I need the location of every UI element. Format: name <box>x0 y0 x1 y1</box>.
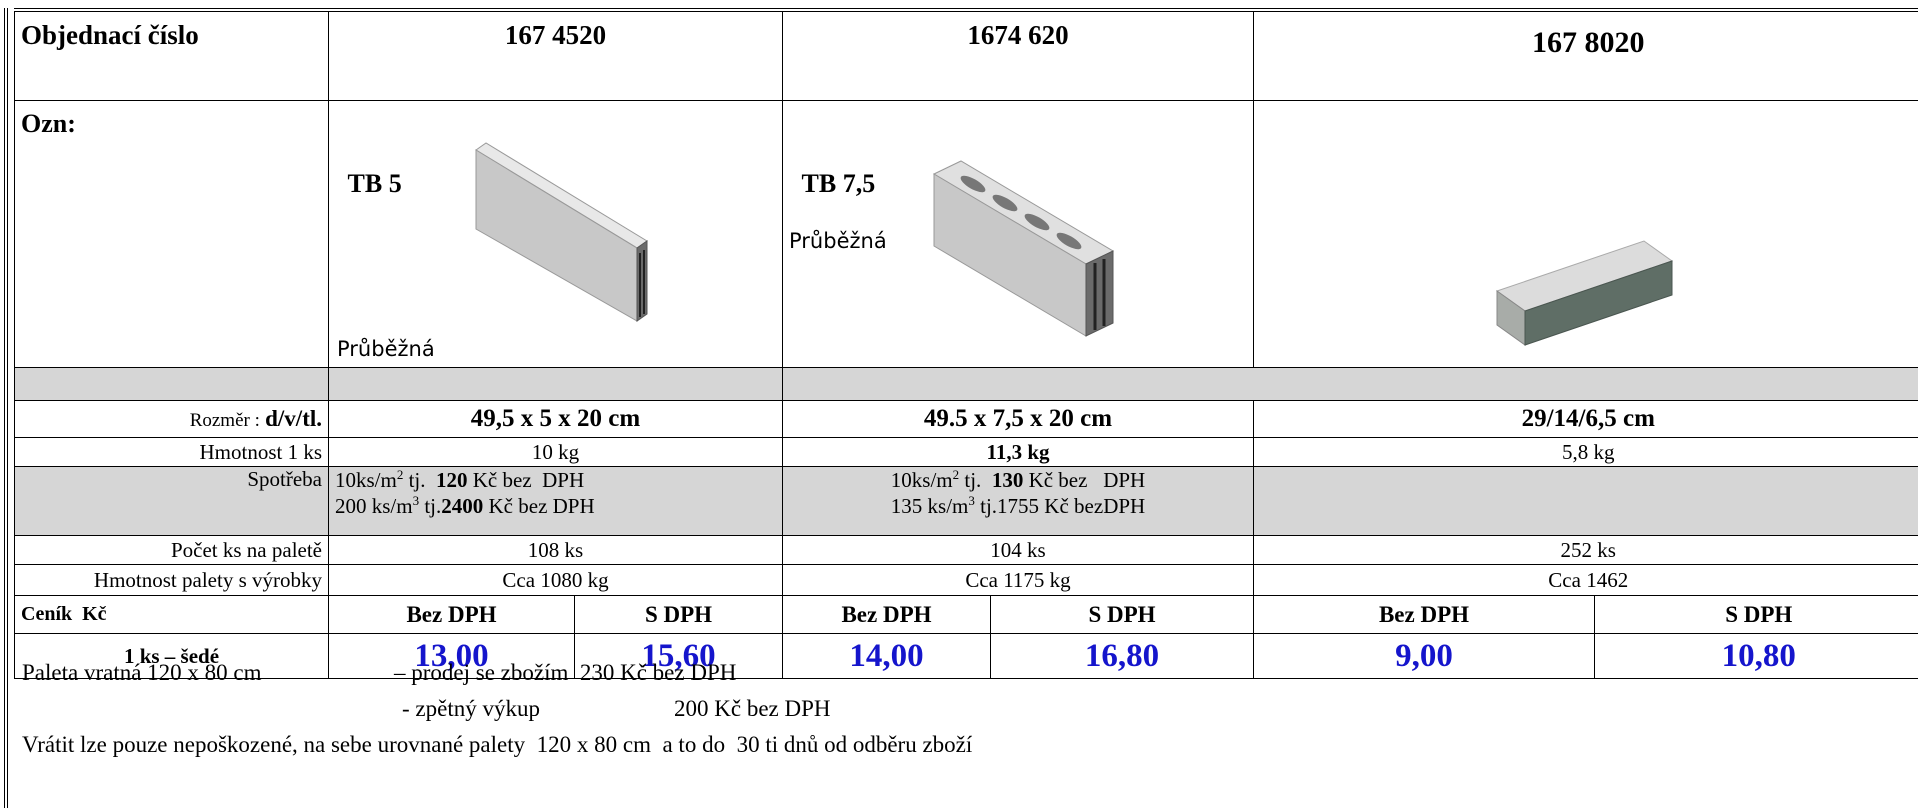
cell: Cca 1080 kg <box>328 564 783 596</box>
text-segment: Kč bez DPH <box>1023 468 1146 492</box>
product-note: Průběžná <box>337 337 435 361</box>
text-segment: 2400 <box>441 494 484 518</box>
cell: Ozn: <box>14 100 329 368</box>
cell: Hmotnost 1 ks <box>14 437 329 467</box>
cell: Hmotnost palety s výrobky <box>14 564 329 596</box>
cell: 167 8020 <box>1253 9 1918 101</box>
cell: 49.5 x 7,5 x 20 cm <box>782 400 1254 438</box>
cell: Objednací číslo <box>14 9 329 101</box>
cell: 5,8 kg <box>1253 437 1918 467</box>
note-line: Paleta vratná 120 x 80 cm – prodej se zbo… <box>22 660 736 686</box>
cell: Cca 1462 <box>1253 564 1918 596</box>
text-segment: tj. <box>419 494 442 518</box>
text-segment: 3 <box>412 493 420 508</box>
product-name: TB 7,5 <box>801 169 876 198</box>
row-price: 1 ks – šedé 13,00 15,60 14,00 16,80 9,00 10,8… <box>14 633 1918 679</box>
label: Ozn: <box>21 109 76 138</box>
price-cell: 15,60 <box>574 633 783 679</box>
cell <box>782 367 1918 401</box>
cell: 167 4520 <box>328 9 783 101</box>
price-cell: 16,80 <box>990 633 1254 679</box>
price-cell: 14,00 <box>782 633 991 679</box>
row-dimension: Rozměr : d/v/tl. 49,5 x 5 x 20 cm 49.5 x… <box>14 400 1918 438</box>
note-text: Vrátit lze pouze nepoškozené, na sebe ur… <box>22 732 973 757</box>
row-price-header: Ceník Kč Bez DPH S DPH Bez DPH S DPH Bez DPH… <box>14 595 1918 634</box>
text-segment: Kč bez DPH <box>467 468 585 492</box>
text-segment: Kč bez DPH <box>483 494 595 518</box>
cell <box>1253 466 1918 536</box>
price-cell: 9,00 <box>1253 633 1595 679</box>
text-segment: 200 ks/m <box>335 494 413 518</box>
price-cell: 13,00 <box>328 633 575 679</box>
row-weight: Hmotnost 1 ks 10 kg 11,3 kg 5,8 kg <box>14 437 1918 467</box>
note-text: - zpětný výkup <box>402 696 540 721</box>
cell: Rozměr : d/v/tl. <box>14 400 329 438</box>
cell: 10ks/m2 tj. 130 Kč bez DPH 135 ks/m3 tj.1… <box>782 466 1254 536</box>
consumption-line: 10ks/m2 tj. 120 Kč bez DPH <box>335 467 776 494</box>
cell: Bez DPH <box>782 595 991 634</box>
row-spacer <box>14 367 1918 401</box>
consumption-line: 10ks/m2 tj. 130 Kč bez DPH <box>789 467 1247 494</box>
text-segment: 2 <box>396 467 404 483</box>
cell: 29/14/6,5 cm <box>1253 400 1918 438</box>
row-consumption: Spotřeba 10ks/m2 tj. 120 Kč bez DPH 200 k… <box>14 466 1918 536</box>
cell: 1674 620 <box>782 9 1254 101</box>
label-bold: d/v/tl. <box>265 406 322 431</box>
price-cell: 10,80 <box>1594 633 1918 679</box>
cell: 49,5 x 5 x 20 cm <box>328 400 783 438</box>
block-image <box>932 160 1115 337</box>
cell <box>14 367 329 401</box>
note-line: Vrátit lze pouze nepoškozené, na sebe ur… <box>22 732 972 758</box>
cell: Cca 1175 kg <box>782 564 1254 596</box>
cell: 10ks/m2 tj. 120 Kč bez DPH 200 ks/m3 tj.2… <box>328 466 783 536</box>
cell: 252 ks <box>1253 535 1918 565</box>
row-pallet-count: Počet ks na paletě 108 ks 104 ks 252 ks <box>14 535 1918 565</box>
cell <box>328 367 783 401</box>
cell: 11,3 kg <box>782 437 1254 467</box>
consumption-line: 200 ks/m3 tj.2400 Kč bez DPH <box>335 493 776 519</box>
cell: 104 ks <box>782 535 1254 565</box>
cell: Spotřeba <box>14 466 329 536</box>
text-segment: tj. <box>959 468 992 492</box>
product-table: Objednací číslo 167 4520 1674 620 167 80… <box>14 8 1918 679</box>
cell: S DPH <box>1594 595 1918 634</box>
text-segment: 10ks/m <box>890 468 953 492</box>
cell: 10 kg <box>328 437 783 467</box>
label: Rozměr : <box>189 410 260 431</box>
row-header: Objednací číslo 167 4520 1674 620 167 80… <box>14 9 1918 101</box>
product-name: TB 5 <box>347 169 402 198</box>
cell: S DPH <box>574 595 783 634</box>
cell: Počet ks na paletě <box>14 535 329 565</box>
cell: 1 ks – šedé <box>14 633 329 679</box>
text-segment: 120 <box>436 468 468 492</box>
block-image <box>475 142 648 322</box>
text-segment: 130 <box>991 468 1024 492</box>
cell: TB 7,5 Průběžná <box>782 100 1254 368</box>
text-segment: tj. <box>403 468 437 492</box>
cell: 108 ks <box>328 535 783 565</box>
note-text: 200 Kč bez DPH <box>674 696 831 721</box>
text-segment: 10ks/m <box>335 468 397 492</box>
frame: Objednací číslo 167 4520 1674 620 167 80… <box>4 8 1918 808</box>
text-segment: 135 ks/m <box>890 494 969 518</box>
text-segment: 2 <box>952 467 960 483</box>
note-text: Paleta vratná 120 x 80 cm <box>22 660 262 685</box>
block-image <box>1495 240 1674 346</box>
cell: TB 5 Průběžná <box>328 100 783 368</box>
row-pallet-weight: Hmotnost palety s výrobky Cca 1080 kg Cc… <box>14 564 1918 596</box>
cell: Ceník Kč <box>14 595 329 634</box>
row-designation: Ozn: TB 5 Průběžná TB 7,5 Průběžná <box>14 100 1918 368</box>
product-note: Průběžná <box>789 229 887 253</box>
cell: Bez DPH <box>328 595 575 634</box>
text-segment: 3 <box>968 493 975 508</box>
cell: S DPH <box>990 595 1254 634</box>
cell <box>1253 100 1918 368</box>
consumption-line: 135 ks/m3 tj.1755 Kč bezDPH <box>789 493 1247 519</box>
cell: Bez DPH <box>1253 595 1595 634</box>
note-text: – prodej se zbožím 230 Kč bez DPH <box>394 660 737 685</box>
text-segment: tj.1755 Kč bezDPH <box>974 494 1146 518</box>
